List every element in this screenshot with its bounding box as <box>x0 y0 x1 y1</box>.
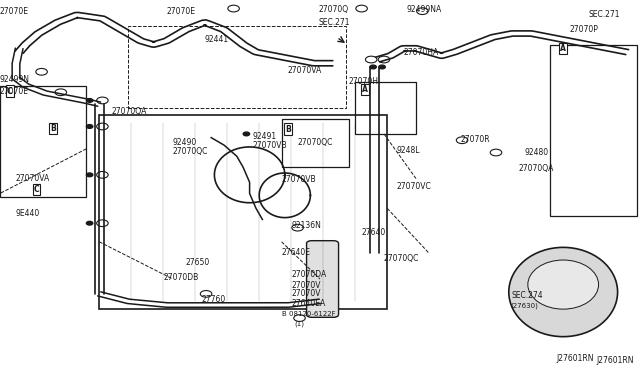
Bar <box>355 82 416 134</box>
Text: 92499NA: 92499NA <box>406 5 442 14</box>
Bar <box>282 119 349 167</box>
Text: SEC.271: SEC.271 <box>318 18 349 27</box>
Text: 27070QA: 27070QA <box>518 164 554 173</box>
Text: SEC.271: SEC.271 <box>589 10 620 19</box>
Text: 9248L: 9248L <box>397 146 420 155</box>
Text: J27601RN: J27601RN <box>596 356 634 365</box>
Circle shape <box>86 99 93 102</box>
Text: 92491: 92491 <box>253 132 277 141</box>
Bar <box>99 115 387 309</box>
Text: J27601RN: J27601RN <box>557 355 595 363</box>
Text: 27070VB: 27070VB <box>253 141 287 150</box>
Text: 27070V: 27070V <box>291 281 321 290</box>
Text: 27070Q: 27070Q <box>318 5 348 14</box>
Text: 27070VB: 27070VB <box>282 175 316 184</box>
Text: 27070QC: 27070QC <box>384 254 419 263</box>
Text: (27630): (27630) <box>511 302 539 309</box>
Text: 27070QC: 27070QC <box>298 138 333 147</box>
Text: B: B <box>285 125 291 134</box>
Text: 92499N: 92499N <box>0 76 30 84</box>
Bar <box>128 26 346 108</box>
Text: 92136N: 92136N <box>291 221 321 230</box>
Circle shape <box>379 65 385 69</box>
Text: 9E440: 9E440 <box>16 209 40 218</box>
Text: 27640: 27640 <box>362 228 386 237</box>
Circle shape <box>243 132 250 136</box>
Text: 27070HA: 27070HA <box>403 48 438 57</box>
Text: 27070R: 27070R <box>461 135 490 144</box>
Text: C: C <box>34 185 39 194</box>
Text: 27070V: 27070V <box>291 289 321 298</box>
Text: 92441: 92441 <box>205 35 229 44</box>
Circle shape <box>86 173 93 177</box>
Text: 92480: 92480 <box>525 148 549 157</box>
Text: B: B <box>51 124 56 133</box>
Text: 27070E: 27070E <box>0 87 29 96</box>
Text: 27070QA: 27070QA <box>112 107 147 116</box>
Text: 27070E: 27070E <box>0 7 29 16</box>
Bar <box>550 45 637 216</box>
Text: SEC.274: SEC.274 <box>512 291 543 300</box>
Text: 27640E: 27640E <box>282 248 310 257</box>
Text: 27070E: 27070E <box>166 7 195 16</box>
Text: 27070DB: 27070DB <box>163 273 198 282</box>
Text: 27070VA: 27070VA <box>16 174 51 183</box>
FancyBboxPatch shape <box>307 241 339 317</box>
Text: 27070H: 27070H <box>349 77 379 86</box>
Bar <box>0 86 86 197</box>
Text: B 08120-6122F: B 08120-6122F <box>282 311 335 317</box>
Circle shape <box>86 221 93 225</box>
Ellipse shape <box>528 260 598 309</box>
Text: 27070VC: 27070VC <box>397 182 431 191</box>
Text: C: C <box>7 87 12 96</box>
Text: 27640EA: 27640EA <box>291 299 326 308</box>
Text: 27070QC: 27070QC <box>173 147 208 155</box>
Text: 27070P: 27070P <box>570 25 598 34</box>
Circle shape <box>370 65 376 69</box>
Text: (1): (1) <box>294 320 305 327</box>
Text: 92490: 92490 <box>173 138 197 147</box>
Text: 27760: 27760 <box>202 295 226 304</box>
Text: 27650: 27650 <box>186 258 210 267</box>
Text: 27070DA: 27070DA <box>291 270 326 279</box>
Ellipse shape <box>509 247 618 337</box>
Circle shape <box>86 125 93 128</box>
Text: A: A <box>560 44 566 53</box>
Text: A: A <box>362 85 368 94</box>
Text: 27070VA: 27070VA <box>288 66 323 75</box>
